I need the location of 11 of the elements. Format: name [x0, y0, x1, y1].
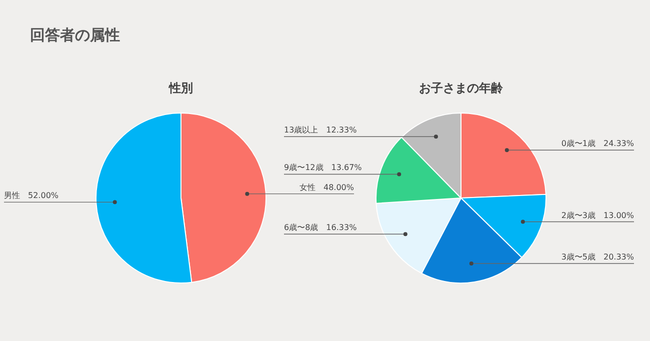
slice-label: 0歳〜1歳 24.33% — [561, 139, 634, 148]
chart-title: 性別 — [168, 81, 193, 95]
slice-label: 6歳〜8歳 16.33% — [284, 223, 358, 232]
slice-label: 男性 52.00% — [4, 191, 59, 200]
slice-label: 13歳以上 12.33% — [284, 126, 358, 135]
slice-label: 2歳〜3歳 13.00% — [561, 210, 634, 220]
slice-label: 3歳〜5歳 20.33% — [561, 252, 634, 262]
slice-label: 女性 48.00% — [299, 182, 354, 192]
text: 回答者の属性 — [30, 26, 120, 44]
chart-title: お子さまの年齢 — [419, 81, 504, 95]
slice-label: 9歳〜12歳 13.67% — [284, 163, 362, 172]
